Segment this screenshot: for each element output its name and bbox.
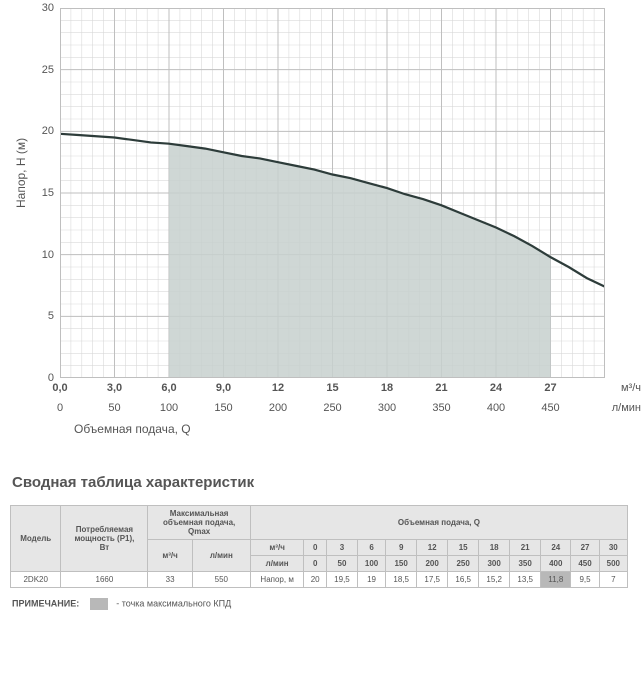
hdr-lmin-val: 50 <box>326 556 357 572</box>
hdr-lmin-val: 0 <box>304 556 327 572</box>
hdr-lmin-val: 200 <box>417 556 448 572</box>
hdr-m3h: м³/ч <box>250 540 304 556</box>
y-tick: 25 <box>42 64 60 76</box>
y-tick: 30 <box>42 2 60 14</box>
x-tick-m3h: 21 <box>435 382 447 394</box>
hdr-qmax: Максимальнаяобъемная подача,Qmax <box>148 506 251 540</box>
x-tick-lmin: 350 <box>432 402 450 414</box>
note-text: - точка максимального КПД <box>116 598 231 608</box>
cell-head-label: Напор, м <box>250 572 304 588</box>
x-tick-m3h: 0,0 <box>52 382 67 394</box>
hdr-m3h-val: 0 <box>304 540 327 556</box>
spec-table: МодельПотребляемаямощность (P1),ВтМаксим… <box>10 505 628 588</box>
x-tick-m3h: 12 <box>272 382 284 394</box>
x-tick-m3h: 3,0 <box>107 382 122 394</box>
hdr-m3h-val: 24 <box>541 540 571 556</box>
y-tick: 20 <box>42 125 60 137</box>
cell-head: 19 <box>357 572 385 588</box>
hdr-qmax-m3h: м³/ч <box>148 540 192 572</box>
hdr-qmax-lmin: л/мин <box>192 540 250 572</box>
x-tick-lmin: 0 <box>57 402 63 414</box>
x-tick-m3h: 6,0 <box>161 382 176 394</box>
hdr-model: Модель <box>11 506 61 572</box>
hdr-m3h-val: 27 <box>571 540 599 556</box>
note-label: ПРИМЕЧАНИЕ: <box>12 598 79 608</box>
hdr-flowQ: Объемная подача, Q <box>250 506 627 540</box>
x-tick-lmin: 250 <box>323 402 341 414</box>
y-axis-label: Напор, H (м) <box>14 138 28 208</box>
hdr-m3h-val: 3 <box>326 540 357 556</box>
hdr-lmin-val: 350 <box>510 556 541 572</box>
cell-qmax-m3h: 33 <box>148 572 192 588</box>
x-tick-lmin: 50 <box>108 402 120 414</box>
cell-head: 17,5 <box>417 572 448 588</box>
cell-head: 19,5 <box>326 572 357 588</box>
hdr-m3h-val: 6 <box>357 540 385 556</box>
y-tick: 10 <box>42 249 60 261</box>
hdr-m3h-val: 9 <box>386 540 417 556</box>
cell-power: 1660 <box>61 572 148 588</box>
cell-head: 15,2 <box>479 572 510 588</box>
cell-model: 2DK20 <box>11 572 61 588</box>
cell-head: 11,8 <box>541 572 571 588</box>
kpd-swatch <box>90 598 108 610</box>
x-tick-lmin: 200 <box>269 402 287 414</box>
hdr-lmin-val: 450 <box>571 556 599 572</box>
hdr-m3h-val: 15 <box>448 540 479 556</box>
cell-head: 16,5 <box>448 572 479 588</box>
table-footnote: ПРИМЕЧАНИЕ: - точка максимального КПД <box>12 598 641 610</box>
hdr-lmin-val: 100 <box>357 556 385 572</box>
hdr-m3h-val: 18 <box>479 540 510 556</box>
y-tick: 15 <box>42 187 60 199</box>
x-tick-lmin: 450 <box>541 402 559 414</box>
x-tick-lmin: 100 <box>160 402 178 414</box>
table-title: Сводная таблица характеристик <box>12 474 641 491</box>
x-tick-lmin: 400 <box>487 402 505 414</box>
hdr-lmin-val: 500 <box>599 556 627 572</box>
hdr-lmin-val: 400 <box>541 556 571 572</box>
x-tick-m3h: 27 <box>544 382 556 394</box>
cell-head: 13,5 <box>510 572 541 588</box>
x-tick-lmin: 300 <box>378 402 396 414</box>
cell-head: 9,5 <box>571 572 599 588</box>
cell-head: 20 <box>304 572 327 588</box>
x-tick-m3h: 18 <box>381 382 393 394</box>
x-axis-m3h: м³/ч 0,03,06,09,0121518212427 <box>60 382 605 400</box>
hdr-lmin-val: 150 <box>386 556 417 572</box>
x-tick-m3h: 24 <box>490 382 502 394</box>
x-tick-lmin: 150 <box>214 402 232 414</box>
chart-svg <box>60 8 605 378</box>
hdr-power: Потребляемаямощность (P1),Вт <box>61 506 148 572</box>
cell-head: 18,5 <box>386 572 417 588</box>
hdr-m3h-val: 21 <box>510 540 541 556</box>
x-unit-m3h: м³/ч <box>621 382 641 394</box>
x-axis-lmin: л/мин 050100150200250300350400450 <box>60 402 605 420</box>
pump-curve-chart: 051015202530 <box>60 8 605 378</box>
hdr-m3h-val: 30 <box>599 540 627 556</box>
hdr-m3h-val: 12 <box>417 540 448 556</box>
x-axis-label: Объемная подача, Q <box>74 422 641 436</box>
cell-qmax-lmin: 550 <box>192 572 250 588</box>
x-unit-lmin: л/мин <box>612 402 641 414</box>
cell-head: 7 <box>599 572 627 588</box>
hdr-lmin: л/мин <box>250 556 304 572</box>
y-tick: 5 <box>48 310 60 322</box>
hdr-lmin-val: 300 <box>479 556 510 572</box>
x-tick-m3h: 15 <box>326 382 338 394</box>
hdr-lmin-val: 250 <box>448 556 479 572</box>
x-tick-m3h: 9,0 <box>216 382 231 394</box>
